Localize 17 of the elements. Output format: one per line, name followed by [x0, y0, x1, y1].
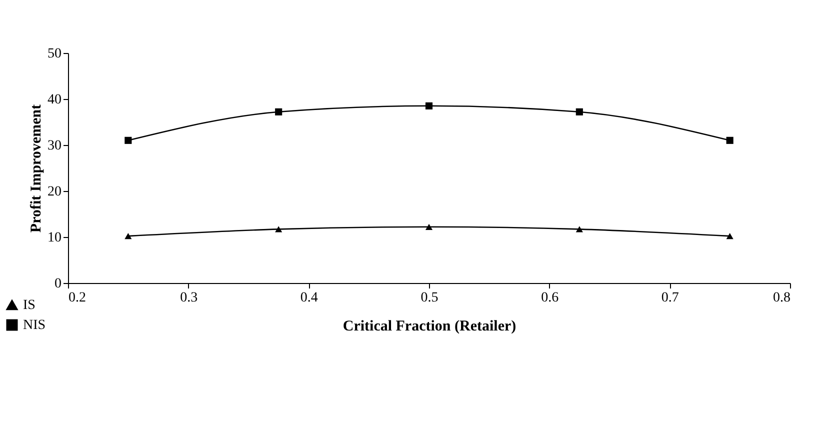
y-tick-label: 30	[48, 138, 62, 154]
x-tick-label: 0.7	[661, 290, 679, 306]
y-tick-label: 40	[48, 92, 62, 108]
y-tick-label: 0	[54, 276, 62, 292]
x-axis-title: Critical Fraction (Retailer)	[342, 318, 516, 334]
legend-label: NIS	[23, 318, 46, 333]
x-tick-label: 0.6	[541, 290, 559, 306]
x-tick-label: 0.2	[68, 290, 86, 306]
y-tick-label: 10	[48, 230, 62, 246]
y-tick-label: 50	[48, 46, 62, 62]
x-tick-label: 0.3	[180, 290, 198, 306]
x-tick-label: 0.5	[420, 290, 438, 306]
x-tick-label: 0.4	[300, 290, 318, 306]
legend-label: IS	[23, 298, 36, 313]
y-axis-title: Profit Improvement	[28, 104, 44, 233]
y-tick-label: 20	[48, 184, 62, 200]
x-tick-label: 0.8	[773, 290, 790, 306]
